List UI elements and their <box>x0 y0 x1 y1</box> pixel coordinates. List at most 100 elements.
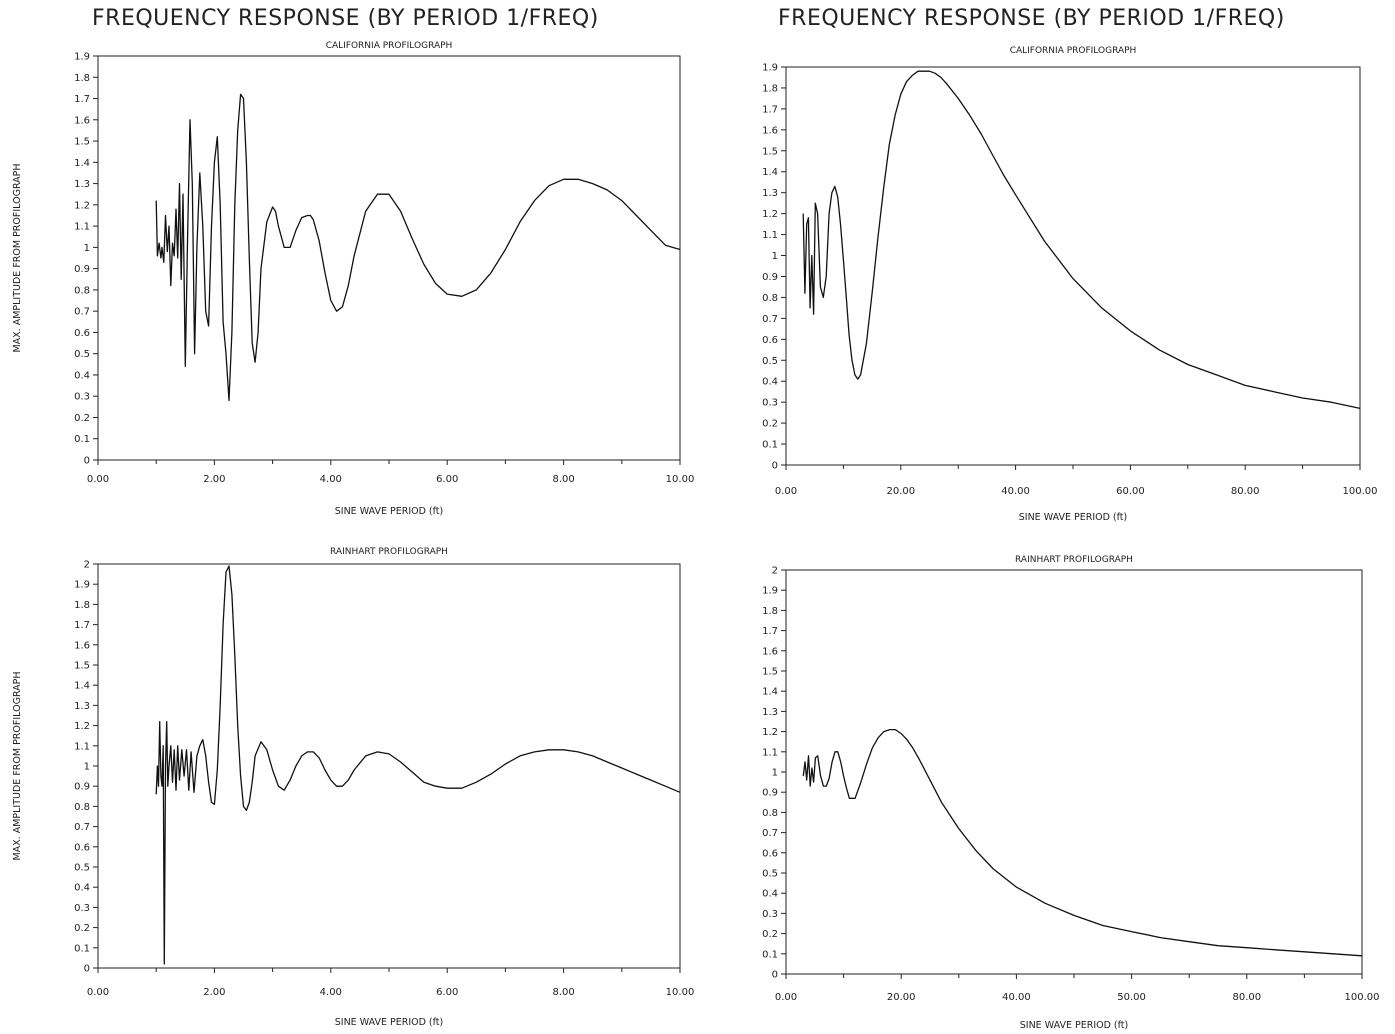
x-tick-label: 6.00 <box>436 987 458 998</box>
chart-panel-california-short: CALIFORNIA PROFILOGRAPH 0 0.1 0.2 0.3 0.4 0.5 0… <box>0 36 700 524</box>
y-tick-label: 1.1 <box>74 222 90 233</box>
x-tick-label: 4.00 <box>320 987 342 998</box>
y-tick-label: 1.8 <box>762 83 778 94</box>
y-tick-label: 1.7 <box>762 104 778 115</box>
y-tick-label: 0.5 <box>762 869 778 880</box>
y-tick-label: 1.1 <box>762 230 778 241</box>
y-tick-label: 1.3 <box>762 707 778 718</box>
chart-panel-rainhart-long: RAINHART PROFILOGRAPH 0 0.1 0.2 0.3 0.4 0.5 0.6… <box>700 540 1395 1034</box>
x-axis-label: SINE WAVE PERIOD (ft) <box>335 506 444 517</box>
x-tick-label: 8.00 <box>552 474 574 485</box>
y-tick-label: 1.9 <box>74 52 90 63</box>
y-tick-label: 0.7 <box>74 307 90 318</box>
y-tick-label: 0.6 <box>762 335 778 346</box>
y-tick-label: 0.7 <box>74 822 90 833</box>
y-tick-label: 0.5 <box>74 349 90 360</box>
y-tick-label: 0.8 <box>74 285 90 296</box>
y-tick-label: 0.1 <box>762 440 778 451</box>
y-tick-label: 0.9 <box>74 782 90 793</box>
y-tick-label: 0.2 <box>74 923 90 934</box>
y-tick-label: 1 <box>772 251 778 262</box>
y-tick-label: 1 <box>84 762 90 773</box>
plot-frame <box>785 569 1363 975</box>
x-axis-label: SINE WAVE PERIOD (ft) <box>335 1017 444 1028</box>
y-tick-label: 1.1 <box>762 747 778 758</box>
y-tick-label: 0.3 <box>74 392 90 403</box>
y-tick-label: 0.1 <box>74 434 90 445</box>
chart-title: RAINHART PROFILOGRAPH <box>330 547 448 557</box>
y-tick-label: 0.1 <box>74 943 90 954</box>
page-heading-left: FREQUENCY RESPONSE (BY PERIOD 1/FREQ) <box>92 6 599 31</box>
page-heading-right: FREQUENCY RESPONSE (BY PERIOD 1/FREQ) <box>778 6 1285 31</box>
x-tick-label: 40.00 <box>1001 486 1030 497</box>
x-tick-label: 0.00 <box>775 992 797 1003</box>
y-tick-label: 1.9 <box>762 63 778 74</box>
x-tick-label: 2.00 <box>203 987 225 998</box>
y-tick-label: 1.6 <box>74 115 90 126</box>
y-tick-label: 0 <box>772 461 778 472</box>
y-tick-label: 1.3 <box>74 701 90 712</box>
chart-title: CALIFORNIA PROFILOGRAPH <box>1010 46 1137 56</box>
y-tick-label: 1.6 <box>762 646 778 657</box>
y-tick-label: 1.7 <box>74 620 90 631</box>
y-tick-label: 1.8 <box>74 73 90 84</box>
x-tick-label: 10.00 <box>666 987 695 998</box>
y-tick-label: 0.6 <box>74 328 90 339</box>
y-tick-label: 0.9 <box>762 272 778 283</box>
series-line <box>155 565 681 965</box>
x-tick-label: 8.00 <box>552 987 574 998</box>
x-tick-label: 20.00 <box>886 486 915 497</box>
chart-panel-california-long: CALIFORNIA PROFILOGRAPH 0 0.1 0.2 0.3 0.4 0.5 0… <box>700 36 1395 524</box>
y-tick-label: 1.2 <box>74 721 90 732</box>
y-tick-label: 0 <box>84 964 90 975</box>
x-tick-label: 100.00 <box>1343 486 1378 497</box>
x-axis-label: SINE WAVE PERIOD (ft) <box>1019 512 1128 523</box>
chart-title: RAINHART PROFILOGRAPH <box>1015 555 1133 565</box>
x-tick-label: 4.00 <box>320 474 342 485</box>
y-tick-label: 0.2 <box>762 419 778 430</box>
x-tick-label: 40.00 <box>1002 992 1031 1003</box>
y-tick-label: 1.8 <box>74 600 90 611</box>
y-tick-label: 0.5 <box>762 356 778 367</box>
chart-svg: CALIFORNIA PROFILOGRAPH 0 0.1 0.2 0.3 0.4 0.5 0… <box>12 41 694 517</box>
x-tick-label: 100.00 <box>1345 992 1380 1003</box>
x-tick-label: 0.00 <box>87 987 109 998</box>
y-tick-label: 1.5 <box>74 137 90 148</box>
y-tick-label: 0.2 <box>74 413 90 424</box>
y-tick-label: 1.9 <box>762 586 778 597</box>
y-tick-label: 0.8 <box>74 802 90 813</box>
y-tick-label: 1.5 <box>74 661 90 672</box>
y-tick-label: 0.3 <box>762 909 778 920</box>
y-tick-label: 0.2 <box>762 929 778 940</box>
x-tick-label: 0.00 <box>87 474 109 485</box>
chart-svg: CALIFORNIA PROFILOGRAPH 0 0.1 0.2 0.3 0.4 0.5 0… <box>762 46 1378 523</box>
y-tick-label: 0.4 <box>74 370 90 381</box>
x-tick-label: 60.00 <box>1116 486 1145 497</box>
y-tick-label: 0.5 <box>74 863 90 874</box>
y-tick-label: 0 <box>84 456 90 467</box>
y-tick-label: 1 <box>772 768 778 779</box>
y-tick-label: 1.4 <box>762 167 778 178</box>
y-tick-label: 1.2 <box>762 727 778 738</box>
chart-title: CALIFORNIA PROFILOGRAPH <box>326 41 453 51</box>
y-tick-label: 1.4 <box>762 687 778 698</box>
x-tick-label: 50.00 <box>1117 992 1146 1003</box>
x-axis-label: SINE WAVE PERIOD (ft) <box>1020 1020 1129 1031</box>
y-tick-label: 1.3 <box>74 179 90 190</box>
plot-frame <box>97 55 681 461</box>
y-tick-label: 1.8 <box>762 606 778 617</box>
y-tick-label: 0.4 <box>762 377 778 388</box>
y-tick-label: 0.9 <box>762 788 778 799</box>
x-tick-label: 0.00 <box>775 486 797 497</box>
x-tick-label: 80.00 <box>1232 992 1261 1003</box>
x-tick-label: 20.00 <box>887 992 916 1003</box>
y-tick-label: 0.7 <box>762 314 778 325</box>
y-tick-label: 0.7 <box>762 828 778 839</box>
y-tick-label: 0.3 <box>762 398 778 409</box>
y-tick-label: 0.1 <box>762 949 778 960</box>
y-tick-label: 1.5 <box>762 146 778 157</box>
y-tick-label: 0.3 <box>74 903 90 914</box>
y-tick-label: 1.9 <box>74 580 90 591</box>
y-tick-label: 0 <box>772 970 778 981</box>
y-tick-label: 1.7 <box>74 94 90 105</box>
